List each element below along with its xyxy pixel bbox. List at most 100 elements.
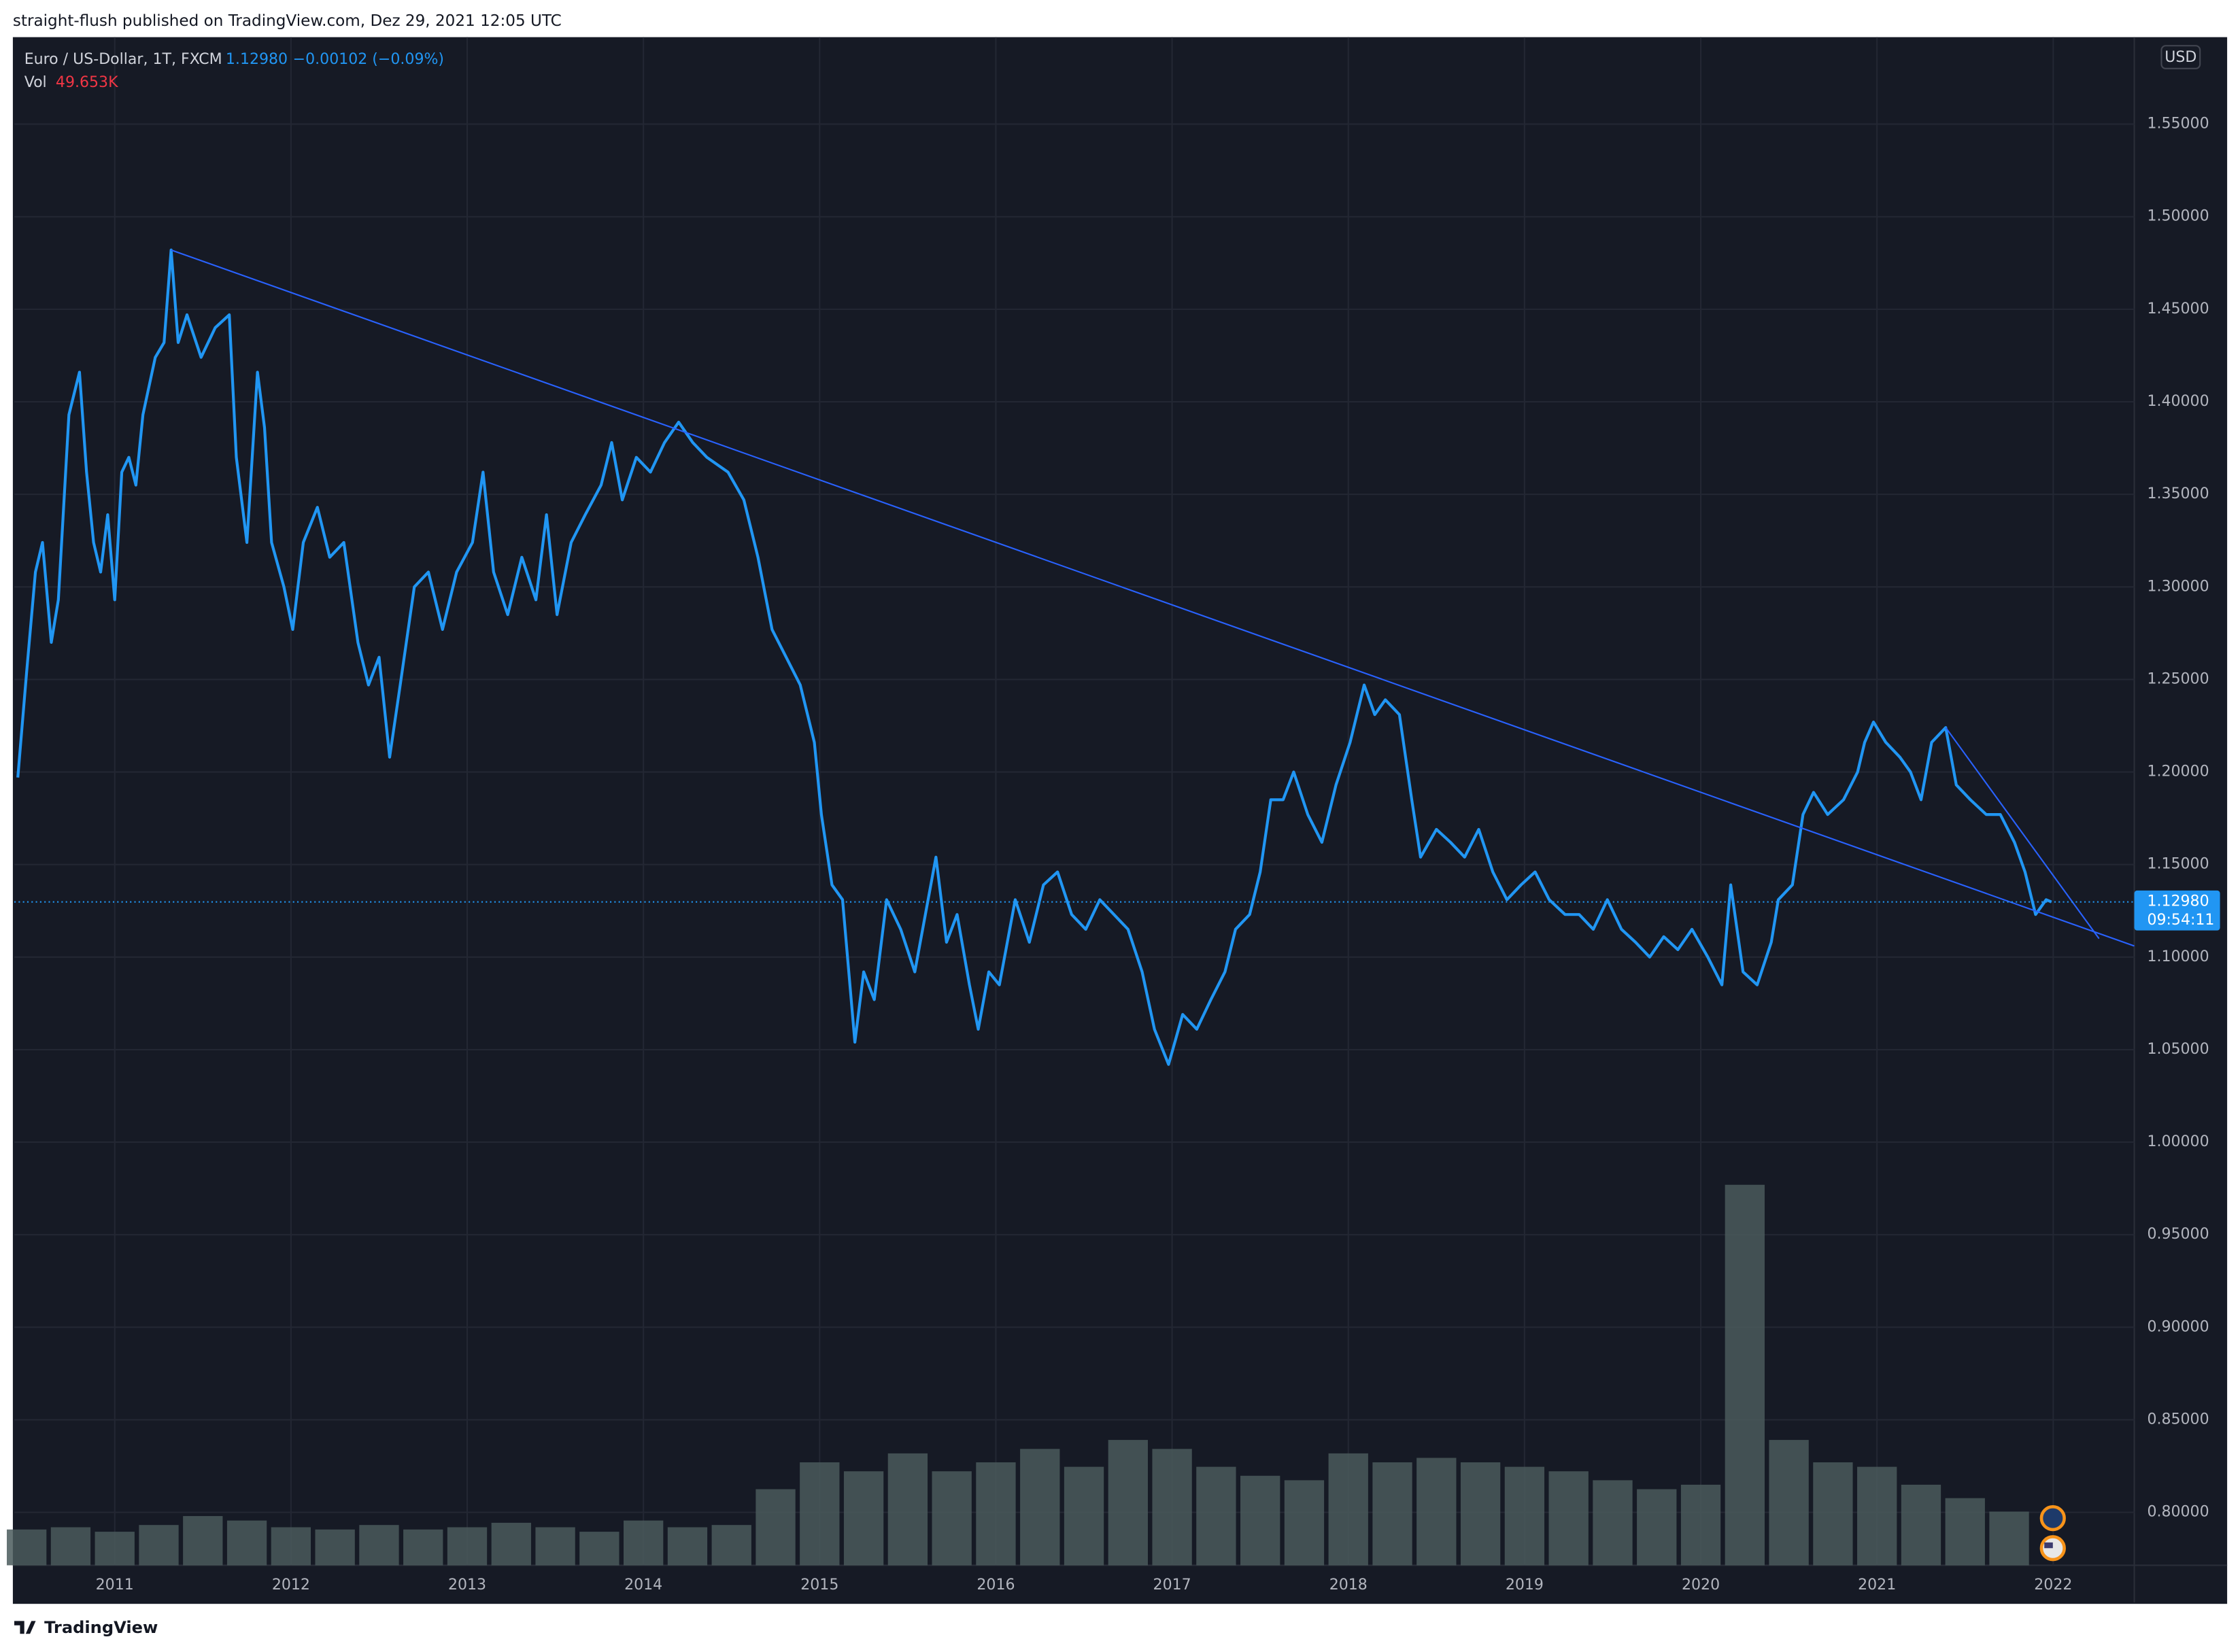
y-tick-label: 0.85000 (2147, 1411, 2209, 1428)
volume-bar (1196, 1466, 1236, 1566)
volume-bar (1989, 1511, 2029, 1566)
volume-bar (756, 1489, 796, 1566)
volume-bar (1680, 1484, 1721, 1566)
publish-header: straight-flush published on TradingView.… (13, 12, 562, 30)
volume-last: 49.653K (56, 74, 118, 91)
volume-bar (1152, 1449, 1192, 1566)
volume-bar (667, 1527, 708, 1566)
grid (14, 37, 2135, 1566)
volume-bar (624, 1520, 664, 1566)
volume-bar (183, 1516, 223, 1566)
logo-mark (14, 1621, 36, 1634)
x-tick-label: 2013 (448, 1577, 486, 1594)
trend-line (1945, 727, 2100, 940)
y-tick-label: 1.25000 (2147, 670, 2209, 687)
event-icon[interactable] (2039, 1505, 2066, 1532)
x-tick-label: 2012 (272, 1577, 310, 1594)
volume-bar (711, 1525, 751, 1566)
volume-bar (932, 1471, 972, 1566)
x-tick-label: 2015 (800, 1577, 838, 1594)
volume-bar (887, 1453, 928, 1566)
volume-bar (1857, 1466, 1897, 1566)
y-tick-label: 1.20000 (2147, 763, 2209, 780)
y-tick-label: 1.55000 (2147, 116, 2209, 133)
x-tick-label: 2022 (2034, 1577, 2072, 1594)
volume-bar (1504, 1466, 1545, 1566)
volume-bar (843, 1471, 884, 1566)
currency[interactable]: USD (2165, 49, 2196, 66)
x-tick-label: 2014 (624, 1577, 662, 1594)
volume-bar (1240, 1475, 1280, 1566)
y-tick-label: 0.80000 (2147, 1504, 2209, 1521)
volume-bar (1593, 1480, 1633, 1566)
last-price-box (2134, 890, 2220, 931)
y-tick-label: 1.45000 (2147, 300, 2209, 317)
y-tick-label: 1.50000 (2147, 208, 2209, 225)
y-tick-label: 1.40000 (2147, 393, 2209, 410)
volume-bar (1064, 1466, 1104, 1566)
last-price-label: 1.12980 (2147, 893, 2209, 910)
volume-name: Vol (24, 74, 47, 91)
volume-bar (226, 1520, 267, 1566)
volume-bar (1725, 1184, 1765, 1566)
x-tick-label: 2019 (1506, 1577, 1544, 1594)
y-tick-label: 1.10000 (2147, 948, 2209, 965)
volume-bar (800, 1462, 840, 1566)
volume-bar (1108, 1440, 1148, 1566)
y-tick-label: 1.00000 (2147, 1133, 2209, 1150)
event-icons[interactable] (2039, 1505, 2066, 1562)
volume-bar (315, 1529, 355, 1566)
symbol-name: Euro / US-Dollar, 1T, FXCM (24, 51, 222, 68)
volume-bar (976, 1462, 1016, 1566)
footer-brand: TradingView (44, 1618, 158, 1637)
y-tick-label: 1.15000 (2147, 856, 2209, 873)
volume-bar (1372, 1462, 1412, 1566)
volume-bar (1284, 1480, 1325, 1566)
y-tick-label: 1.35000 (2147, 485, 2209, 502)
price-change: −0.00102 (−0.09%) (293, 51, 444, 68)
volume-bar (1328, 1453, 1368, 1566)
plot (14, 248, 2135, 1066)
x-tick-label: 2020 (1682, 1577, 1720, 1594)
x-tick-label: 2016 (977, 1577, 1015, 1594)
volume-bar (1460, 1462, 1501, 1566)
price-line (16, 248, 2052, 1066)
volume-bar (95, 1532, 135, 1566)
x-tick-label: 2017 (1153, 1577, 1191, 1594)
volume-bar (1901, 1484, 1941, 1566)
volume-bar (1548, 1471, 1589, 1566)
x-tick-label: 2021 (1858, 1577, 1896, 1594)
volume-bar (491, 1522, 531, 1566)
volume-bar (50, 1527, 91, 1566)
y-tick-label: 0.90000 (2147, 1318, 2209, 1335)
volume-bar (1769, 1440, 1809, 1566)
y-tick-label: 0.95000 (2147, 1226, 2209, 1243)
y-tick-label: 1.05000 (2147, 1041, 2209, 1058)
volume-bar (447, 1527, 488, 1566)
volume-bar (535, 1527, 575, 1566)
chart-panel (12, 37, 2228, 1604)
y-tick-label: 1.30000 (2147, 578, 2209, 595)
currency-box[interactable] (2160, 45, 2201, 69)
last-price-legend: 1.12980 (226, 51, 288, 68)
footer-logo (14, 1621, 36, 1634)
volume-bar (1416, 1458, 1457, 1566)
volume-bar (579, 1532, 620, 1566)
volume-bar (1020, 1449, 1060, 1566)
flag-detail (2044, 1542, 2053, 1549)
volume-bar (359, 1525, 399, 1566)
volume-bar (1637, 1489, 1677, 1566)
volume-bar (139, 1525, 179, 1566)
x-tick-label: 2011 (96, 1577, 134, 1594)
volume-bar (1945, 1498, 1985, 1566)
volume-pane (6, 1184, 2029, 1566)
volume-bar (6, 1529, 47, 1566)
volume-bar (271, 1527, 311, 1566)
countdown: 09:54:11 (2147, 912, 2214, 929)
volume-bar (1813, 1462, 1853, 1566)
trend-line (171, 249, 2135, 947)
x-tick-label: 2018 (1329, 1577, 1368, 1594)
volume-bar (403, 1529, 443, 1566)
